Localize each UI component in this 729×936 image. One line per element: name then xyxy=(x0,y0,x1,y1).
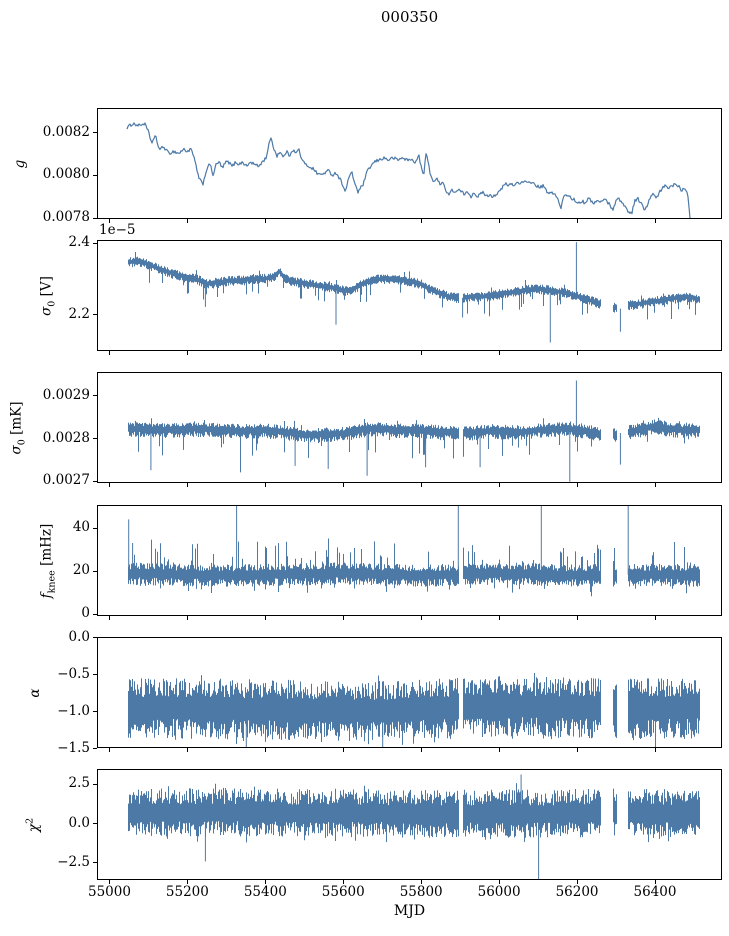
y-axis-label-chi2: χ2 xyxy=(24,817,42,831)
x-tick-label: 55000 xyxy=(87,884,131,900)
axes-border xyxy=(97,769,722,880)
tick-marks xyxy=(93,784,656,884)
data-series-chi2 xyxy=(128,774,700,880)
tick-marks xyxy=(93,528,656,620)
data-series-fknee xyxy=(128,505,700,597)
y-tick-label: 2.5 xyxy=(68,775,90,792)
tick-marks xyxy=(93,637,656,752)
y-axis-label-subscript: knee xyxy=(46,569,58,593)
tick-marks xyxy=(93,243,656,355)
y-axis-label-unit: [mK] xyxy=(8,401,25,439)
y-axis-label-subscript: 0 xyxy=(46,300,58,307)
y-axis-label-sigma0_mK: σ0 [mK] xyxy=(9,401,28,454)
x-tick-label: 55600 xyxy=(321,884,365,900)
y-axis-label-subscript: 0 xyxy=(16,438,28,445)
y-axis-label-text: α xyxy=(27,687,43,698)
data-series-g xyxy=(126,122,691,219)
y-axis-label-text: f xyxy=(38,592,55,598)
axes-border xyxy=(97,108,722,219)
y-axis-label-text: χ xyxy=(25,823,42,832)
tick-marks xyxy=(93,395,656,487)
y-tick-label: −1.0 xyxy=(57,702,90,719)
y-tick-label: 0.0082 xyxy=(42,123,90,140)
axes-border xyxy=(97,240,722,351)
axes-border xyxy=(97,637,722,748)
plot-area-sigma0_V xyxy=(93,240,722,355)
axes-border xyxy=(97,372,722,483)
x-tick-label: 56400 xyxy=(633,884,677,900)
x-axis-label: MJD xyxy=(393,903,426,919)
y-tick-label: 0.0027 xyxy=(42,472,90,489)
y-tick-label: −1.5 xyxy=(57,739,90,756)
plot-area-alpha xyxy=(93,637,722,752)
y-axis-label-superscript: 2 xyxy=(24,817,36,824)
tick-marks xyxy=(93,132,656,223)
data-series-sigma0_mK xyxy=(128,380,700,482)
y-tick-label: 0.0 xyxy=(68,628,90,645)
x-tick-label: 56200 xyxy=(555,884,599,900)
axes-border xyxy=(97,505,722,616)
plot-area-fknee xyxy=(93,505,722,620)
y-axis-label-text: σ xyxy=(8,444,25,454)
data-series-alpha xyxy=(128,672,700,748)
axis-offset-text: 1e−5 xyxy=(99,222,136,238)
y-tick-label: −2.5 xyxy=(57,853,90,870)
y-axis-label-text: g xyxy=(12,159,28,168)
x-tick-label: 56000 xyxy=(477,884,521,900)
y-tick-label: 40 xyxy=(72,519,90,536)
x-tick-label: 55400 xyxy=(243,884,287,900)
y-tick-label: 0.0078 xyxy=(42,209,90,226)
y-tick-label: 2.2 xyxy=(68,305,90,322)
y-tick-label: 0 xyxy=(81,605,90,622)
plot-area-chi2 xyxy=(93,769,722,884)
y-axis-label-fknee: fknee [mHz] xyxy=(39,523,58,598)
y-tick-label: 2.4 xyxy=(68,234,90,251)
y-axis-label-alpha: α xyxy=(27,688,43,697)
plot-area-g xyxy=(93,108,722,223)
x-tick-label: 55200 xyxy=(165,884,209,900)
y-tick-label: 0.0080 xyxy=(42,166,90,183)
y-tick-label: 0.0029 xyxy=(42,386,90,403)
y-axis-label-sigma0_V: σ0 [V] xyxy=(39,276,58,316)
y-tick-label: 0.0 xyxy=(68,814,90,831)
y-axis-label-text: σ xyxy=(38,306,55,316)
plot-area-sigma0_mK xyxy=(93,372,722,487)
chart-title: 000350 xyxy=(380,8,439,26)
y-tick-label: −0.5 xyxy=(57,665,90,682)
y-axis-label-g: g xyxy=(12,159,28,168)
y-tick-label: 0.0028 xyxy=(42,429,90,446)
x-tick-label: 55800 xyxy=(399,884,443,900)
y-axis-label-unit: [mHz] xyxy=(38,523,55,570)
y-tick-label: 20 xyxy=(72,562,90,579)
data-series-sigma0_V xyxy=(128,242,700,343)
y-axis-label-unit: [V] xyxy=(38,275,55,301)
